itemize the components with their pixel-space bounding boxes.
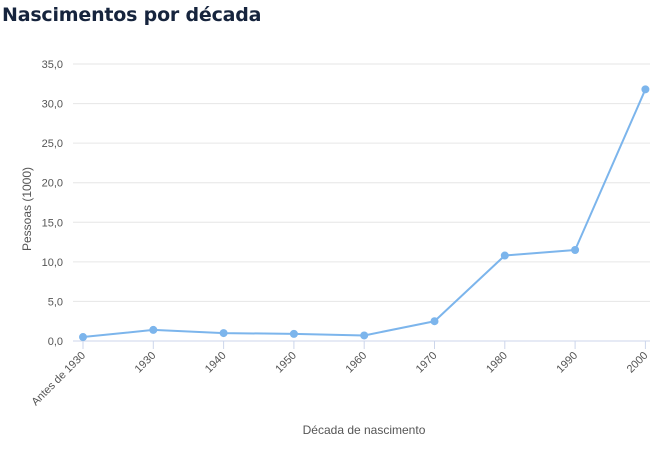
data-point[interactable] [289,329,298,338]
x-tick-label: 2000 [625,350,651,376]
y-tick-label: 10,0 [42,257,63,269]
x-axis-label: Década de nascimento [303,423,426,437]
x-tick-label: 1940 [203,350,229,376]
x-tick-label: 1990 [554,350,580,376]
x-tick-label: 1930 [133,350,159,376]
chart-title: Nascimentos por década [2,4,262,26]
x-tick-label: 1950 [273,350,299,376]
data-point[interactable] [149,325,158,334]
y-tick-label: 25,0 [42,138,63,150]
data-point[interactable] [360,331,369,340]
y-tick-label: 0,0 [48,336,63,348]
gridlines [73,63,650,342]
x-tick-label: 1960 [344,350,370,376]
x-axis: Antes de 1930 1930 1940 1950 1960 1970 1980 199… [29,340,651,409]
x-tick-label: 1970 [414,350,440,376]
data-point[interactable] [571,245,580,254]
data-point[interactable] [79,333,87,342]
data-point[interactable] [500,251,509,260]
y-axis-label: Pessoas (1000) [20,167,34,251]
data-point[interactable] [430,317,439,326]
series-path [82,88,647,339]
series-line [79,85,650,342]
y-tick-label: 30,0 [42,99,63,111]
x-tick-label: Antes de 1930 [29,350,88,409]
x-tick-label: 1980 [484,350,510,376]
data-point[interactable] [219,329,228,338]
y-tick-label: 20,0 [42,178,63,190]
y-tick-label: 35,0 [42,59,63,71]
y-tick-label: 5,0 [48,296,63,308]
y-axis-ticks: 0,0 5,0 10,0 15,0 20,0 25,0 30,0 35,0 [42,59,63,348]
data-point[interactable] [641,85,650,94]
y-tick-label: 15,0 [42,217,63,229]
